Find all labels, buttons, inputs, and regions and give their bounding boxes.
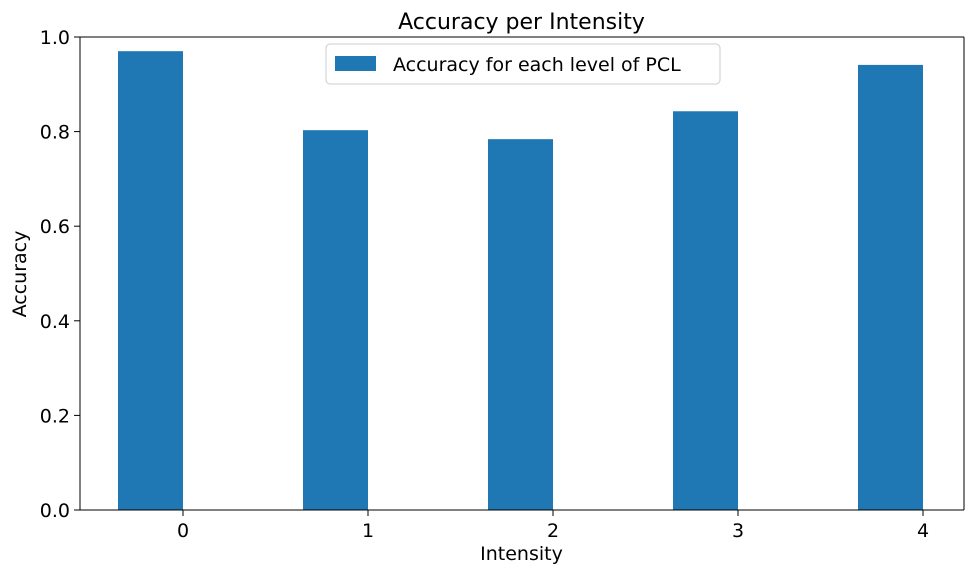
legend-frame [325, 43, 721, 85]
bar-1 [303, 130, 368, 510]
x-tick-label-3: 3 [732, 520, 744, 542]
x-tick-label-1: 1 [362, 520, 374, 542]
y-ticks-group: 0.0 0.2 0.4 0.6 0.8 1.0 [40, 27, 80, 522]
bar-3 [673, 111, 738, 511]
x-ticks-group: 0 1 2 3 4 [177, 510, 929, 542]
x-tick-label-4: 4 [917, 520, 929, 542]
chart-title: Accuracy per Intensity [398, 10, 645, 35]
bar-2 [488, 139, 553, 510]
x-tick-label-0: 0 [177, 520, 189, 542]
y-tick-label: 0.2 [40, 405, 70, 427]
legend-entry-label: Accuracy for each level of PCL [393, 54, 681, 76]
bar-0 [118, 51, 183, 510]
axes-group [79, 36, 965, 511]
bars-group [118, 51, 923, 511]
y-tick-label: 0.0 [40, 500, 70, 522]
y-tick-label: 1.0 [40, 27, 70, 49]
bar-4 [858, 64, 923, 511]
y-tick-label: 0.6 [40, 216, 70, 238]
x-tick-label-2: 2 [547, 520, 559, 542]
y-axis-label: Accuracy [9, 231, 31, 318]
legend: Accuracy for each level of PCL [325, 43, 721, 85]
x-axis-label: Intensity [480, 543, 563, 565]
legend-swatch [335, 56, 376, 71]
y-tick-label: 0.4 [40, 311, 70, 333]
y-tick-label: 0.8 [40, 122, 70, 144]
